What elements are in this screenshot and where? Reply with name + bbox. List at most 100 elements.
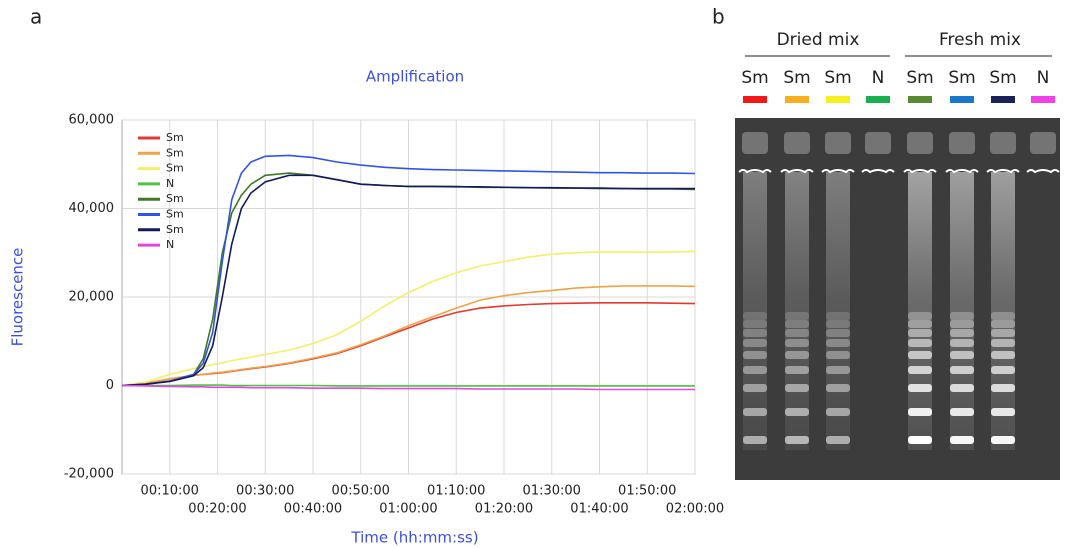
x-tick-label: 01:30:00 [523, 484, 581, 499]
well-front [986, 169, 1020, 174]
band [785, 351, 809, 359]
y-tick-label: 40,000 [69, 201, 115, 216]
band [991, 366, 1015, 374]
band [785, 384, 809, 392]
band [826, 366, 850, 374]
band [908, 384, 932, 392]
band [991, 320, 1015, 328]
x-tick-label: 01:20:00 [475, 502, 533, 517]
y-tick-label: 0 [106, 378, 114, 393]
band [908, 339, 932, 347]
well [949, 132, 975, 154]
chart-title: Amplification [366, 68, 464, 86]
band [950, 320, 974, 328]
lane-swatch [866, 96, 890, 103]
x-tick-label: 02:00:00 [666, 502, 724, 517]
band [950, 339, 974, 347]
y-tick-label: 20,000 [69, 290, 115, 305]
smear [743, 172, 767, 450]
band [950, 351, 974, 359]
band [785, 366, 809, 374]
x-tick-label: 00:20:00 [188, 502, 246, 517]
band [785, 436, 809, 444]
smear [908, 172, 932, 450]
x-tick-label: 01:00:00 [379, 502, 437, 517]
band [743, 312, 767, 320]
y-tick-label: -20,000 [64, 467, 114, 482]
legend-label: N [166, 238, 174, 251]
band [991, 384, 1015, 392]
lane-label: N [1037, 68, 1050, 88]
band [826, 320, 850, 328]
band [950, 436, 974, 444]
well-front [945, 169, 979, 174]
band [908, 366, 932, 374]
band [991, 312, 1015, 320]
band [743, 329, 767, 337]
band [991, 329, 1015, 337]
well-front [738, 169, 772, 174]
band [785, 312, 809, 320]
lane-swatch [826, 96, 850, 103]
band [826, 436, 850, 444]
band [743, 436, 767, 444]
band [908, 320, 932, 328]
series-line [121, 174, 695, 387]
group-label: Dried mix [777, 30, 860, 50]
x-tick-label: 00:10:00 [141, 484, 199, 499]
band [950, 408, 974, 416]
band [908, 436, 932, 444]
well-front [903, 169, 937, 174]
legend-label: Sm [166, 223, 184, 236]
lane-label: N [872, 68, 885, 88]
lane-swatch [908, 96, 932, 103]
legend-label: Sm [166, 146, 184, 159]
panel-label: a [30, 5, 42, 29]
series-line [121, 250, 696, 387]
well [825, 132, 851, 154]
band [950, 384, 974, 392]
x-tick-label: 00:40:00 [284, 502, 342, 517]
well [742, 132, 768, 154]
band [826, 351, 850, 359]
legend-label: Sm [166, 208, 184, 221]
y-axis-label: Fluorescence [9, 248, 27, 347]
well-front [780, 169, 814, 174]
band [991, 408, 1015, 416]
well-front [821, 169, 855, 174]
series-line [121, 384, 695, 391]
well-front [861, 169, 895, 174]
series-line [122, 384, 695, 387]
lane-label: Sm [741, 68, 768, 88]
band [908, 312, 932, 320]
well [1030, 132, 1056, 154]
band [743, 320, 767, 328]
lane-swatch [1031, 96, 1055, 103]
band [908, 408, 932, 416]
band [743, 339, 767, 347]
band [743, 351, 767, 359]
well [784, 132, 810, 154]
x-tick-label: 00:30:00 [236, 484, 294, 499]
x-tick-label: 01:40:00 [570, 502, 628, 517]
x-tick-label: 00:50:00 [332, 484, 390, 499]
legend-label: Sm [166, 192, 184, 205]
band [991, 339, 1015, 347]
band [743, 408, 767, 416]
band [826, 312, 850, 320]
x-axis-label: Time (hh:mm:ss) [350, 529, 478, 547]
y-tick-label: 60,000 [69, 113, 115, 128]
legend-label: N [166, 177, 174, 190]
band [908, 329, 932, 337]
x-tick-label: 01:10:00 [427, 484, 485, 499]
x-tick-label: 01:50:00 [618, 484, 676, 499]
legend-label: Sm [166, 162, 184, 175]
lane-label: Sm [948, 68, 975, 88]
series-line [121, 154, 696, 387]
well [907, 132, 933, 154]
lane-label: Sm [824, 68, 851, 88]
lane-label: Sm [783, 68, 810, 88]
band [785, 408, 809, 416]
band [950, 312, 974, 320]
